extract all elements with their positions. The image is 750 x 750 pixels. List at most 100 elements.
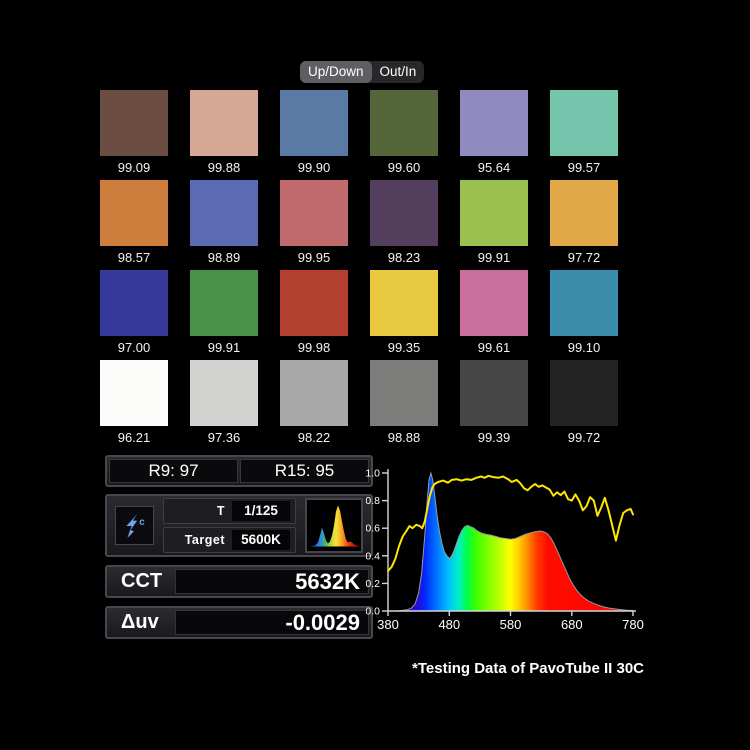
swatch-value: 99.91 [207,340,241,355]
swatch-cell: 97.00 [100,270,168,360]
swatch-value: 98.57 [117,250,151,265]
color-swatch [460,90,528,156]
swatch-value: 98.23 [387,250,421,265]
svg-text:c: c [139,516,145,527]
svg-text:0.2: 0.2 [366,578,380,590]
swatch-value: 99.57 [567,160,601,175]
toggle-option-outin[interactable]: Out/In [379,64,417,79]
swatch-cell: 98.89 [190,180,258,270]
toggle-option-updown[interactable]: Up/Down [300,61,372,83]
swatch-cell: 98.88 [370,360,438,450]
target-row: Target 5600K [163,527,296,553]
swatch-value: 96.21 [117,430,151,445]
swatch-cell: 99.57 [550,90,618,180]
r15-value: R15: 95 [240,459,369,483]
svg-text:480: 480 [438,617,460,632]
color-swatch [100,360,168,426]
color-swatch [280,90,348,156]
color-swatch [550,270,618,336]
svg-text:380: 380 [377,617,399,632]
swatch-value: 98.88 [387,430,421,445]
swatch-value: 99.95 [297,250,331,265]
duv-label: Δuv [121,611,159,633]
swatch-cell: 99.72 [550,360,618,450]
duv-panel: Δuv -0.0029 [105,606,373,639]
swatch-value: 99.10 [567,340,601,355]
swatch-cell: 96.21 [100,360,168,450]
color-swatch [550,180,618,246]
color-checker-grid: 99.09 99.88 99.90 99.60 95.64 99.57 98.57 98.89… [100,90,618,450]
swatch-value: 99.88 [207,160,241,175]
cct-value: 5632K [175,569,369,594]
swatch-cell: 99.88 [190,90,258,180]
swatch-value: 99.60 [387,160,421,175]
color-swatch [280,270,348,336]
swatch-value: 99.98 [297,340,331,355]
color-swatch [100,90,168,156]
color-swatch [190,90,258,156]
color-swatch [190,180,258,246]
cct-label: CCT [121,570,163,592]
camera-values-column: T 1/125 Target 5600K [163,498,296,553]
swatch-value: 99.09 [117,160,151,175]
swatch-cell: 98.23 [370,180,438,270]
color-swatch [460,360,528,426]
swatch-value: 99.91 [477,250,511,265]
chart-caption: *Testing Data of PavoTube II 30C [412,660,644,677]
swatch-cell: 99.95 [280,180,348,270]
swatch-cell: 99.98 [280,270,348,360]
swatch-cell: 99.90 [280,90,348,180]
swatch-cell: 99.91 [460,180,528,270]
spectrum-thumbnail-icon [305,498,363,553]
swatch-value: 99.39 [477,430,511,445]
swatch-cell: 97.36 [190,360,258,450]
swatch-cell: 99.60 [370,90,438,180]
swatch-cell: 98.22 [280,360,348,450]
swatch-cell: 99.91 [190,270,258,360]
target-label: Target [184,533,225,547]
svg-text:0.4: 0.4 [366,550,380,562]
swatch-value: 97.00 [117,340,151,355]
flash-c-icon: c [115,506,154,545]
r-values-panel: R9: 97 R15: 95 [105,455,373,487]
spd-chart: 0.0 0.2 0.4 0.6 0.8 1.0 380 480 580 680 780 [366,468,644,633]
swatch-value: 97.36 [207,430,241,445]
measurement-panel: R9: 97 R15: 95 c T 1/125 Target 5600K [105,455,373,639]
swatch-value: 98.89 [207,250,241,265]
swatch-value: 97.72 [567,250,601,265]
swatch-cell: 99.09 [100,90,168,180]
color-swatch [280,180,348,246]
swatch-cell: 99.10 [550,270,618,360]
color-swatch [190,270,258,336]
color-swatch [100,180,168,246]
color-swatch [550,90,618,156]
shutter-value: 1/125 [232,501,290,521]
swatch-value: 95.64 [477,160,511,175]
color-swatch [550,360,618,426]
svg-text:0.8: 0.8 [366,495,380,507]
color-swatch [190,360,258,426]
direction-toggle[interactable]: Up/Down Out/In [300,61,425,83]
color-swatch [370,270,438,336]
swatch-cell: 99.61 [460,270,528,360]
svg-text:0.6: 0.6 [366,523,380,535]
r9-value: R9: 97 [109,459,238,483]
svg-text:680: 680 [561,617,583,632]
color-swatch [370,180,438,246]
svg-text:1.0: 1.0 [366,468,380,480]
svg-text:0.0: 0.0 [366,606,380,618]
shutter-row: T 1/125 [163,498,296,524]
camera-settings-panel: c T 1/125 Target 5600K [105,494,373,557]
swatch-cell: 99.35 [370,270,438,360]
color-swatch [100,270,168,336]
color-swatch [280,360,348,426]
swatch-value: 99.72 [567,430,601,445]
color-swatch [460,270,528,336]
swatch-cell: 95.64 [460,90,528,180]
color-swatch [460,180,528,246]
swatch-value: 99.35 [387,340,421,355]
svg-text:580: 580 [500,617,522,632]
swatch-value: 99.90 [297,160,331,175]
swatch-cell: 97.72 [550,180,618,270]
cct-panel: CCT 5632K [105,565,373,598]
